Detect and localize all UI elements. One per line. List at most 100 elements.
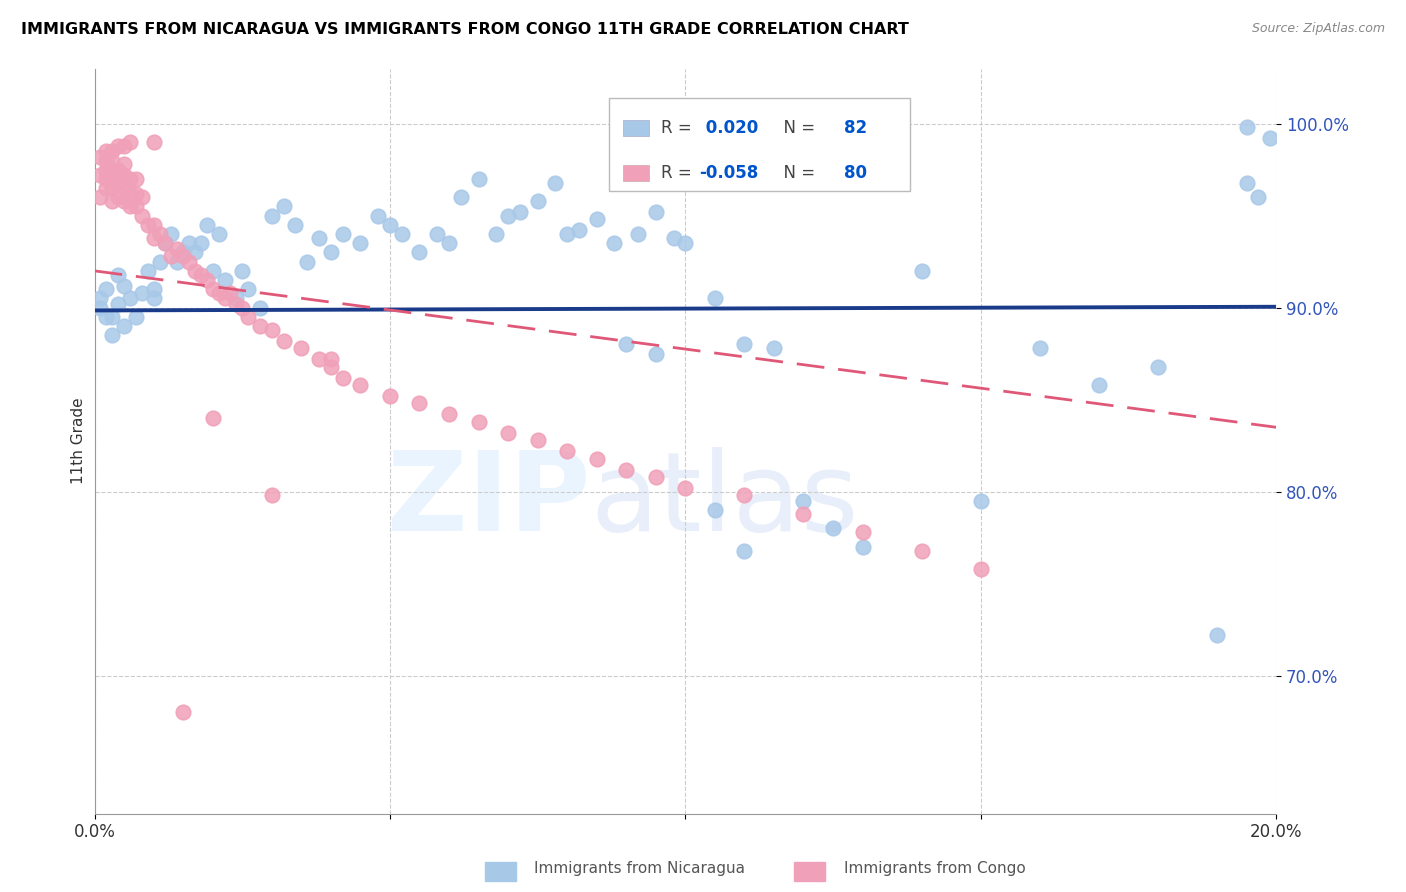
Point	[208, 285, 231, 300]
Point	[911, 264, 934, 278]
Point	[118, 292, 141, 306]
Point	[101, 181, 124, 195]
Point	[155, 236, 177, 251]
Point	[89, 301, 111, 315]
Point	[568, 223, 591, 237]
Point	[260, 488, 283, 502]
Point	[426, 227, 449, 241]
Point	[148, 254, 170, 268]
Point	[177, 254, 200, 268]
Point	[378, 218, 401, 232]
Point	[733, 488, 755, 502]
Point	[1147, 359, 1170, 374]
Point	[166, 242, 188, 256]
Text: R =: R =	[661, 164, 696, 182]
Point	[792, 507, 814, 521]
Text: Source: ZipAtlas.com: Source: ZipAtlas.com	[1251, 22, 1385, 36]
Point	[177, 236, 200, 251]
Point	[733, 337, 755, 351]
Point	[614, 462, 637, 476]
Point	[101, 162, 124, 177]
Point	[142, 282, 165, 296]
Point	[970, 493, 993, 508]
Point	[408, 396, 430, 410]
Point	[208, 227, 231, 241]
Point	[219, 285, 242, 300]
Point	[201, 411, 224, 425]
Point	[496, 209, 519, 223]
Point	[627, 227, 650, 241]
Text: 80: 80	[844, 164, 866, 182]
Point	[142, 231, 165, 245]
Bar	[609, 98, 910, 192]
Point	[195, 273, 218, 287]
Point	[112, 157, 135, 171]
Point	[662, 231, 685, 245]
Point	[107, 162, 129, 177]
Point	[349, 378, 371, 392]
Point	[160, 227, 183, 241]
Point	[112, 278, 135, 293]
Point	[319, 245, 342, 260]
Point	[467, 415, 489, 429]
Point	[231, 264, 253, 278]
Point	[249, 319, 271, 334]
Point	[96, 162, 118, 177]
Point	[155, 236, 177, 251]
Point	[148, 227, 170, 241]
Point	[437, 236, 460, 251]
Point	[260, 209, 283, 223]
Point	[101, 145, 124, 159]
Bar	[623, 120, 648, 136]
Point	[112, 138, 135, 153]
Point	[273, 199, 295, 213]
Point	[273, 334, 295, 348]
Point	[349, 236, 371, 251]
Point	[201, 264, 224, 278]
Point	[136, 218, 159, 232]
Text: IMMIGRANTS FROM NICARAGUA VS IMMIGRANTS FROM CONGO 11TH GRADE CORRELATION CHART: IMMIGRANTS FROM NICARAGUA VS IMMIGRANTS …	[21, 22, 908, 37]
Point	[107, 138, 129, 153]
Point	[101, 194, 124, 208]
Point	[555, 227, 578, 241]
Point	[249, 301, 271, 315]
Point	[101, 328, 124, 343]
Point	[131, 209, 153, 223]
Point	[89, 190, 111, 204]
Point	[673, 481, 696, 495]
Point	[290, 341, 312, 355]
Point	[190, 268, 212, 282]
Point	[644, 205, 666, 219]
Point	[142, 135, 165, 149]
Point	[142, 292, 165, 306]
Text: N =: N =	[773, 164, 820, 182]
Point	[733, 543, 755, 558]
Point	[614, 150, 637, 164]
Point	[112, 319, 135, 334]
Point	[644, 346, 666, 360]
Point	[332, 370, 354, 384]
Point	[1258, 131, 1281, 145]
Point	[118, 135, 141, 149]
Point	[131, 190, 153, 204]
Point	[142, 218, 165, 232]
Point	[319, 352, 342, 367]
Point	[96, 310, 118, 324]
Point	[101, 172, 124, 186]
Point	[96, 282, 118, 296]
Point	[821, 521, 844, 535]
Point	[284, 218, 307, 232]
Point	[107, 297, 129, 311]
Point	[762, 341, 785, 355]
Point	[526, 433, 548, 447]
Point	[260, 323, 283, 337]
Point	[308, 231, 330, 245]
Point	[107, 190, 129, 204]
Point	[184, 264, 207, 278]
Point	[125, 186, 148, 201]
Point	[96, 172, 118, 186]
Point	[614, 337, 637, 351]
Point	[703, 503, 725, 517]
Point	[1029, 341, 1052, 355]
Point	[101, 310, 124, 324]
